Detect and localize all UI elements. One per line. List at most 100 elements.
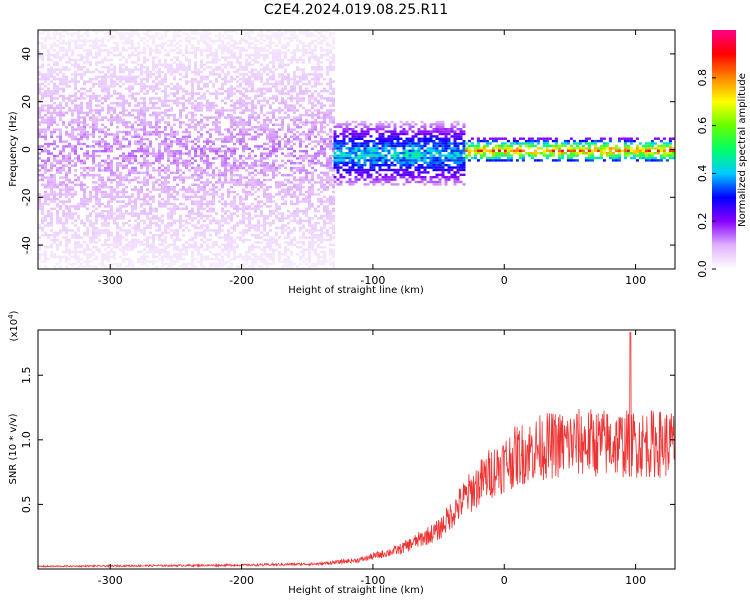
heatmap-cell bbox=[278, 142, 281, 146]
heatmap-cell bbox=[125, 80, 128, 83]
heatmap-cell bbox=[107, 85, 110, 88]
heatmap-cell bbox=[203, 75, 206, 78]
heatmap-cell bbox=[203, 78, 206, 81]
heatmap-cell bbox=[227, 140, 230, 143]
heatmap-cell bbox=[38, 92, 41, 95]
heatmap-cell bbox=[134, 135, 137, 138]
heatmap-cell bbox=[209, 80, 212, 83]
heatmap-cell bbox=[278, 186, 281, 189]
heatmap-cell bbox=[242, 234, 245, 237]
heatmap-cell bbox=[287, 186, 290, 189]
heatmap-cell bbox=[101, 44, 104, 47]
heatmap-cell bbox=[149, 37, 152, 40]
heatmap-cell bbox=[209, 140, 212, 143]
heatmap-cell bbox=[224, 236, 227, 239]
heatmap-cell bbox=[224, 66, 227, 69]
heatmap-cell bbox=[44, 130, 47, 134]
heatmap-cell bbox=[86, 166, 89, 170]
heatmap-cell bbox=[107, 111, 110, 114]
heatmap-cell bbox=[53, 34, 56, 38]
heatmap-cell bbox=[233, 44, 236, 47]
heatmap-cell bbox=[254, 130, 257, 134]
heatmap-cell bbox=[236, 224, 239, 227]
heatmap-cell bbox=[107, 147, 110, 150]
heatmap-cell bbox=[167, 246, 170, 249]
heatmap-cell bbox=[131, 61, 134, 64]
heatmap-cell bbox=[125, 176, 128, 179]
heatmap-cell bbox=[182, 121, 185, 124]
heatmap-cell bbox=[71, 164, 74, 167]
heatmap-cell bbox=[296, 44, 299, 47]
heatmap-cell bbox=[68, 142, 71, 146]
heatmap-cell bbox=[146, 169, 149, 172]
heatmap-cell bbox=[290, 159, 293, 162]
heatmap-cell bbox=[80, 236, 83, 239]
heatmap-cell bbox=[236, 68, 239, 71]
heatmap-cell bbox=[65, 190, 68, 194]
heatmap-cell bbox=[248, 109, 251, 112]
heatmap-cell bbox=[185, 241, 188, 244]
heatmap-cell bbox=[239, 63, 242, 66]
heatmap-cell bbox=[110, 80, 113, 83]
heatmap-cell bbox=[179, 114, 182, 117]
heatmap-cell bbox=[212, 51, 215, 54]
heatmap-cell bbox=[113, 116, 116, 119]
heatmap-cell bbox=[179, 51, 182, 54]
heatmap-cell bbox=[131, 169, 134, 172]
heatmap-cell bbox=[275, 193, 278, 196]
heatmap-cell bbox=[158, 133, 161, 136]
heatmap-cell bbox=[95, 193, 98, 196]
heatmap-cell bbox=[191, 85, 194, 88]
heatmap-cell bbox=[209, 219, 212, 222]
heatmap-cell bbox=[257, 255, 260, 258]
heatmap-cell bbox=[134, 61, 137, 64]
heatmap-cell bbox=[278, 243, 281, 246]
heatmap-cell bbox=[194, 226, 197, 230]
heatmap-cell bbox=[182, 195, 185, 198]
heatmap-cell bbox=[206, 258, 209, 261]
heatmap-cell bbox=[50, 164, 53, 167]
heatmap-cell bbox=[146, 73, 149, 76]
heatmap-cell bbox=[227, 80, 230, 83]
heatmap-cell bbox=[101, 42, 104, 45]
heatmap-cell bbox=[233, 246, 236, 249]
heatmap-cell bbox=[308, 30, 311, 33]
heatmap-cell bbox=[266, 231, 269, 234]
heatmap-cell bbox=[206, 166, 209, 170]
heatmap-cell bbox=[83, 37, 86, 40]
heatmap-cell bbox=[83, 32, 86, 35]
heatmap-cell bbox=[188, 61, 191, 64]
heatmap-cell bbox=[62, 164, 65, 167]
heatmap-cell bbox=[140, 147, 143, 150]
heatmap-cell bbox=[149, 231, 152, 234]
heatmap-cell bbox=[176, 32, 179, 35]
heatmap-cell bbox=[215, 234, 218, 237]
heatmap-cell bbox=[284, 37, 287, 40]
heatmap-cell bbox=[251, 248, 254, 251]
heatmap-cell bbox=[194, 178, 197, 182]
heatmap-cell bbox=[203, 267, 206, 269]
heatmap-cell bbox=[62, 166, 65, 170]
heatmap-cell bbox=[281, 265, 284, 268]
heatmap-cell bbox=[68, 46, 71, 50]
heatmap-cell bbox=[47, 34, 50, 38]
heatmap-cell bbox=[44, 46, 47, 50]
heatmap-cell bbox=[227, 195, 230, 198]
heatmap-cell bbox=[227, 169, 230, 172]
heatmap-cell bbox=[215, 241, 218, 244]
heatmap-cell bbox=[248, 56, 251, 59]
heatmap-cell bbox=[245, 186, 248, 189]
heatmap-cell bbox=[59, 102, 62, 105]
heatmap-cell bbox=[218, 126, 221, 129]
heatmap-cell bbox=[191, 183, 194, 186]
heatmap-cell bbox=[41, 207, 44, 210]
heatmap-cell bbox=[116, 49, 119, 52]
heatmap-cell bbox=[242, 130, 245, 134]
heatmap-cell bbox=[104, 75, 107, 78]
heatmap-cell bbox=[98, 234, 101, 237]
heatmap-cell bbox=[71, 58, 74, 62]
heatmap-cell bbox=[122, 200, 125, 203]
heatmap-cell bbox=[104, 205, 107, 208]
heatmap-cell bbox=[278, 190, 281, 194]
heatmap-cell bbox=[275, 181, 278, 184]
